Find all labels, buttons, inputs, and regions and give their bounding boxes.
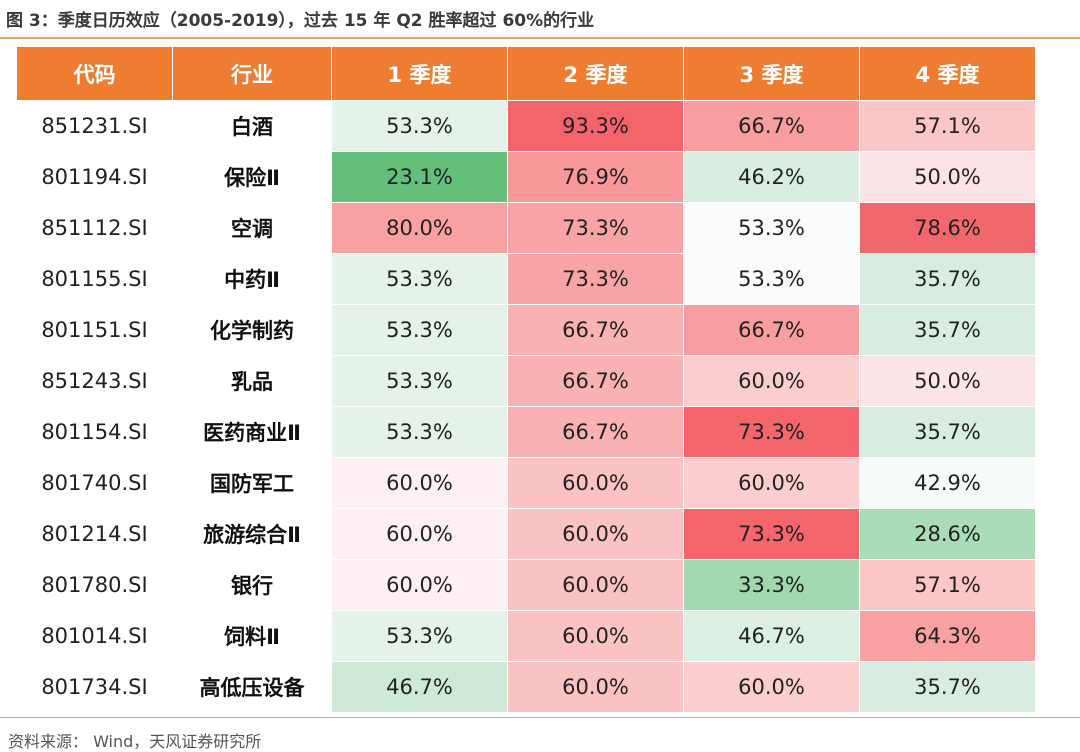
industry-cell: 高低压设备 [172, 661, 332, 713]
q2-value-cell: 93.3% [507, 100, 684, 152]
q3-value-cell: 46.7% [683, 610, 860, 662]
code-cell: 851231.SI [16, 100, 173, 152]
code-cell: 801155.SI [16, 253, 173, 305]
q2-value-cell: 76.9% [507, 151, 684, 203]
q1-value-cell: 60.0% [331, 508, 508, 560]
industry-cell: 化学制药 [172, 304, 332, 356]
code-cell: 801740.SI [16, 457, 173, 509]
table-row: 801155.SI 中药Ⅱ 53.3% 73.3% 53.3% 35.7% [16, 253, 1036, 305]
code-cell: 801151.SI [16, 304, 173, 356]
industry-cell: 旅游综合Ⅱ [172, 508, 332, 560]
q1-value-cell: 53.3% [331, 304, 508, 356]
code-cell: 801214.SI [16, 508, 173, 560]
q3-value-cell: 66.7% [683, 100, 860, 152]
q1-value-cell: 53.3% [331, 355, 508, 407]
q2-value-cell: 73.3% [507, 253, 684, 305]
table-row: 801151.SI 化学制药 53.3% 66.7% 66.7% 35.7% [16, 304, 1036, 356]
q3-value-cell: 73.3% [683, 508, 860, 560]
q4-value-cell: 42.9% [859, 457, 1036, 509]
industry-cell: 空调 [172, 202, 332, 254]
q3-value-cell: 60.0% [683, 661, 860, 713]
col-header-q2: 2 季度 [507, 46, 684, 101]
table-row: 801214.SI 旅游综合Ⅱ 60.0% 60.0% 73.3% 28.6% [16, 508, 1036, 560]
q2-value-cell: 60.0% [507, 661, 684, 713]
industry-cell: 银行 [172, 559, 332, 611]
table-row: 851112.SI 空调 80.0% 73.3% 53.3% 78.6% [16, 202, 1036, 254]
q1-value-cell: 53.3% [331, 100, 508, 152]
code-cell: 851243.SI [16, 355, 173, 407]
q3-value-cell: 60.0% [683, 457, 860, 509]
q3-value-cell: 60.0% [683, 355, 860, 407]
industry-cell: 乳品 [172, 355, 332, 407]
top-divider [0, 37, 1080, 39]
industry-cell: 中药Ⅱ [172, 253, 332, 305]
q3-value-cell: 53.3% [683, 253, 860, 305]
q4-value-cell: 57.1% [859, 559, 1036, 611]
industry-cell: 保险Ⅱ [172, 151, 332, 203]
col-header-q4: 4 季度 [859, 46, 1036, 101]
q1-value-cell: 60.0% [331, 457, 508, 509]
table-row: 801780.SI 银行 60.0% 60.0% 33.3% 57.1% [16, 559, 1036, 611]
table-row: 801194.SI 保险Ⅱ 23.1% 76.9% 46.2% 50.0% [16, 151, 1036, 203]
source-note: 资料来源： Wind，天风证券研究所 [8, 732, 262, 751]
q3-value-cell: 53.3% [683, 202, 860, 254]
industry-cell: 医药商业Ⅱ [172, 406, 332, 458]
q1-value-cell: 53.3% [331, 406, 508, 458]
table-row: 801740.SI 国防军工 60.0% 60.0% 60.0% 42.9% [16, 457, 1036, 509]
q4-value-cell: 50.0% [859, 151, 1036, 203]
code-cell: 801154.SI [16, 406, 173, 458]
q4-value-cell: 35.7% [859, 406, 1036, 458]
q2-value-cell: 60.0% [507, 610, 684, 662]
q4-value-cell: 35.7% [859, 253, 1036, 305]
industry-cell: 国防军工 [172, 457, 332, 509]
table-row: 851231.SI 白酒 53.3% 93.3% 66.7% 57.1% [16, 100, 1036, 152]
q1-value-cell: 23.1% [331, 151, 508, 203]
q1-value-cell: 53.3% [331, 253, 508, 305]
q3-value-cell: 66.7% [683, 304, 860, 356]
table-row: 801734.SI 高低压设备 46.7% 60.0% 60.0% 35.7% [16, 661, 1036, 713]
industry-cell: 饲料Ⅱ [172, 610, 332, 662]
code-cell: 801014.SI [16, 610, 173, 662]
col-header-q3: 3 季度 [683, 46, 860, 101]
q1-value-cell: 53.3% [331, 610, 508, 662]
q3-value-cell: 46.2% [683, 151, 860, 203]
code-cell: 801780.SI [16, 559, 173, 611]
q1-value-cell: 60.0% [331, 559, 508, 611]
figure-title: 图 3：季度日历效应（2005-2019），过去 15 年 Q2 胜率超过 60… [6, 11, 595, 31]
table-body: 851231.SI 白酒 53.3% 93.3% 66.7% 57.1% 801194.SI… [16, 100, 1036, 713]
col-header-q1: 1 季度 [331, 46, 508, 101]
quarterly-calendar-table: 代码 行业 1 季度 2 季度 3 季度 4 季度 851231.SI 白酒 53.… [16, 46, 1036, 713]
q1-value-cell: 80.0% [331, 202, 508, 254]
q4-value-cell: 50.0% [859, 355, 1036, 407]
q4-value-cell: 78.6% [859, 202, 1036, 254]
q4-value-cell: 35.7% [859, 661, 1036, 713]
table-row: 801154.SI 医药商业Ⅱ 53.3% 66.7% 73.3% 35.7% [16, 406, 1036, 458]
q2-value-cell: 66.7% [507, 406, 684, 458]
q3-value-cell: 33.3% [683, 559, 860, 611]
industry-cell: 白酒 [172, 100, 332, 152]
col-header-code: 代码 [16, 46, 173, 101]
q4-value-cell: 28.6% [859, 508, 1036, 560]
col-header-industry: 行业 [172, 46, 332, 101]
code-cell: 851112.SI [16, 202, 173, 254]
table-row: 801014.SI 饲料Ⅱ 53.3% 60.0% 46.7% 64.3% [16, 610, 1036, 662]
q1-value-cell: 46.7% [331, 661, 508, 713]
table-header-row: 代码 行业 1 季度 2 季度 3 季度 4 季度 [16, 46, 1036, 101]
q2-value-cell: 60.0% [507, 457, 684, 509]
q4-value-cell: 35.7% [859, 304, 1036, 356]
q2-value-cell: 66.7% [507, 304, 684, 356]
code-cell: 801194.SI [16, 151, 173, 203]
q4-value-cell: 57.1% [859, 100, 1036, 152]
table-row: 851243.SI 乳品 53.3% 66.7% 60.0% 50.0% [16, 355, 1036, 407]
bottom-divider [0, 717, 1080, 718]
q4-value-cell: 64.3% [859, 610, 1036, 662]
q3-value-cell: 73.3% [683, 406, 860, 458]
q2-value-cell: 66.7% [507, 355, 684, 407]
code-cell: 801734.SI [16, 661, 173, 713]
q2-value-cell: 60.0% [507, 508, 684, 560]
q2-value-cell: 73.3% [507, 202, 684, 254]
q2-value-cell: 60.0% [507, 559, 684, 611]
